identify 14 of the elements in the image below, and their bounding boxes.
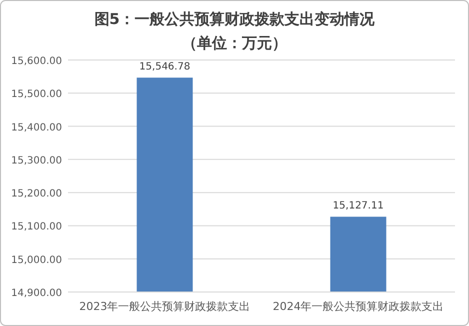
y-tick-label: 15,600.00 bbox=[11, 56, 62, 67]
y-tick-label: 15,100.00 bbox=[11, 222, 62, 233]
chart-title: 图5：一般公共预算财政拨款支出变动情况 bbox=[94, 10, 376, 28]
data-label: 15,546.78 bbox=[139, 62, 190, 73]
y-tick-label: 15,200.00 bbox=[11, 188, 62, 200]
y-tick-label: 14,900.00 bbox=[11, 288, 62, 299]
x-tick-label: 2023年一般公共预算财政拨款支出 bbox=[79, 300, 250, 313]
chart-subtitle: （单位：万元） bbox=[182, 34, 287, 52]
x-tick-label: 2024年一般公共预算财政拨款支出 bbox=[272, 300, 444, 313]
y-tick-label: 15,000.00 bbox=[11, 254, 62, 266]
y-tick-label: 15,400.00 bbox=[11, 122, 62, 134]
y-tick-label: 15,500.00 bbox=[11, 89, 62, 100]
y-tick-label: 15,300.00 bbox=[11, 155, 62, 166]
data-label: 15,127.11 bbox=[332, 200, 384, 212]
